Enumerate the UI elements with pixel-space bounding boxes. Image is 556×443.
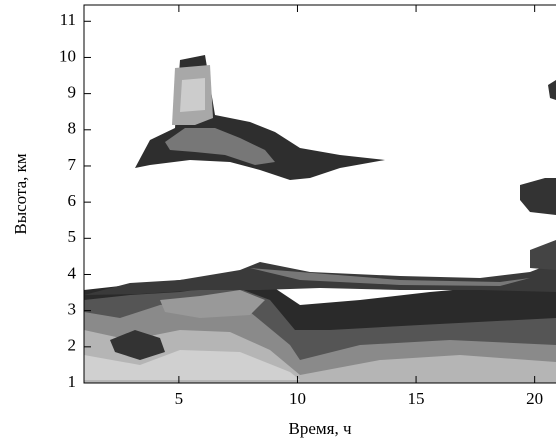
contour-region [180, 78, 205, 112]
x-tick-label: 20 [526, 389, 543, 408]
y-tick-label: 4 [68, 263, 77, 282]
contour-region [250, 268, 530, 286]
y-axis-label: Высота, км [11, 153, 30, 235]
y-tick-label: 5 [68, 227, 77, 246]
contour-region [530, 240, 556, 270]
contour-region [110, 330, 165, 360]
y-tick-label: 10 [59, 46, 76, 65]
contour-region [548, 80, 556, 100]
y-tick-label: 8 [68, 119, 77, 138]
contour-region [520, 178, 556, 215]
y-tick-label: 1 [68, 372, 77, 391]
y-tick-label: 6 [68, 191, 77, 210]
contour-region [84, 350, 300, 380]
contour-field [84, 55, 556, 383]
contour-region [165, 128, 275, 165]
x-tick-label: 5 [175, 389, 184, 408]
y-tick-label: 7 [68, 155, 77, 174]
x-tick-label: 15 [408, 389, 425, 408]
y-tick-label: 9 [68, 83, 77, 102]
contour-region [160, 290, 265, 318]
y-tick-label: 2 [68, 336, 77, 355]
x-tick-label: 10 [289, 389, 306, 408]
x-axis-label: Время, ч [288, 419, 351, 438]
plot-frame [83, 4, 556, 384]
y-tick-label: 3 [68, 300, 77, 319]
y-tick-label: 11 [60, 10, 76, 29]
